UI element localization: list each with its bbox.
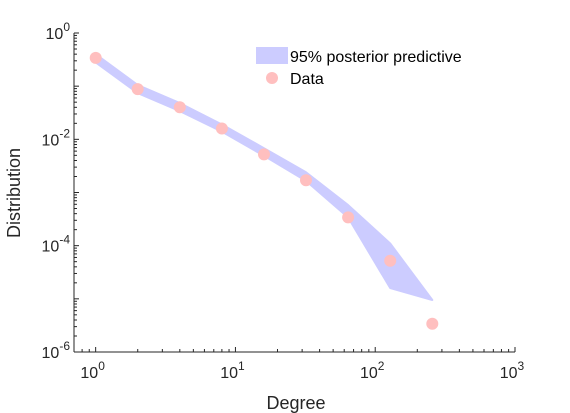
legend: 95% posterior predictive Data <box>256 47 462 88</box>
data-point <box>258 148 270 161</box>
data-point <box>173 101 186 114</box>
points-layer <box>89 51 439 330</box>
axes-layer <box>73 32 516 353</box>
band-layer <box>94 53 434 301</box>
tick-label-layer: 100 101 102 103 10-6 10-4 10-2 100 <box>42 20 525 382</box>
data-point <box>384 254 397 267</box>
x-tick-label: 102 <box>360 359 385 382</box>
y-axis-label: Distribution <box>4 148 24 238</box>
data-point <box>131 83 144 96</box>
y-tick-label: 10-4 <box>42 233 71 256</box>
legend-data-marker <box>266 72 278 84</box>
data-point <box>342 211 355 224</box>
data-point <box>300 174 312 187</box>
x-tick-label: 103 <box>500 359 525 382</box>
legend-band-swatch <box>256 47 288 64</box>
x-tick-label: 100 <box>80 359 105 382</box>
data-point <box>426 317 439 330</box>
y-tick-label: 10-6 <box>42 339 71 362</box>
y-tick-label: 10-2 <box>42 126 71 149</box>
posterior-band <box>94 53 434 301</box>
y-tick-label: 100 <box>46 20 71 43</box>
data-point <box>89 51 102 64</box>
x-axis-label: Degree <box>266 393 325 413</box>
data-point <box>215 122 228 135</box>
legend-band-label: 95% posterior predictive <box>290 49 462 66</box>
x-tick-label: 101 <box>220 359 245 382</box>
legend-data-label: Data <box>290 71 324 88</box>
